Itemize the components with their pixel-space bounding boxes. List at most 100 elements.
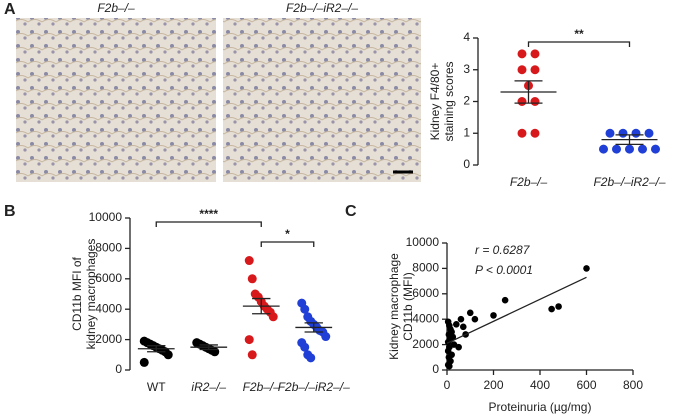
dot bbox=[530, 128, 540, 138]
x-tick-label: F2b–/– bbox=[510, 175, 548, 189]
significance-bracket bbox=[527, 41, 631, 47]
dot bbox=[306, 353, 316, 363]
y-tick-label: 4000 bbox=[412, 311, 439, 325]
y-axis-label: CD11b MFI of bbox=[70, 256, 84, 330]
y-tick-label: 4 bbox=[463, 30, 470, 44]
point bbox=[459, 323, 467, 331]
dot bbox=[247, 274, 257, 284]
dot bbox=[244, 256, 254, 266]
significance-label: ** bbox=[574, 27, 584, 41]
dot bbox=[618, 128, 628, 138]
dot bbox=[599, 144, 608, 154]
point bbox=[446, 362, 453, 370]
y-tick-label: 2000 bbox=[95, 332, 122, 346]
point bbox=[548, 305, 555, 313]
x-tick-label: 200 bbox=[483, 378, 503, 392]
significance-bracket bbox=[260, 241, 315, 247]
y-tick-label: 10000 bbox=[406, 235, 440, 249]
dot bbox=[247, 350, 257, 360]
point bbox=[490, 312, 497, 319]
sem-bar bbox=[304, 322, 323, 333]
y-tick-label: 4000 bbox=[95, 301, 122, 315]
point bbox=[453, 320, 460, 328]
significance-label: * bbox=[285, 227, 290, 241]
point bbox=[457, 315, 465, 323]
dot bbox=[300, 342, 310, 352]
micrograph bbox=[223, 18, 421, 182]
dot bbox=[651, 144, 660, 154]
dot bbox=[530, 65, 540, 75]
annotation: r = 0.6287 bbox=[475, 243, 531, 257]
annotation: P < 0.0001 bbox=[475, 263, 533, 277]
sem-bar bbox=[514, 80, 543, 104]
y-tick-label: 10000 bbox=[89, 210, 123, 224]
dot bbox=[605, 128, 615, 138]
dot bbox=[638, 144, 647, 154]
x-tick-label: F2b–/– bbox=[243, 380, 281, 394]
y-tick-label: 8000 bbox=[95, 241, 122, 255]
y-tick-label: 3 bbox=[463, 62, 470, 76]
panel-label: C bbox=[345, 203, 357, 220]
significance-bracket bbox=[155, 221, 262, 227]
dot bbox=[517, 65, 527, 75]
point bbox=[455, 343, 462, 351]
dot bbox=[612, 144, 621, 154]
x-tick-label: WT bbox=[147, 380, 166, 394]
y-axis-label: staining scores bbox=[442, 61, 456, 141]
caption-bg bbox=[16, 0, 216, 18]
x-tick-label: 400 bbox=[530, 378, 550, 392]
point bbox=[444, 338, 452, 346]
sem-bar bbox=[252, 297, 271, 315]
dot bbox=[163, 350, 173, 360]
dot bbox=[644, 128, 654, 138]
sem-bar bbox=[615, 134, 644, 146]
significance-label: **** bbox=[199, 207, 218, 221]
y-tick-label: 8000 bbox=[412, 261, 439, 275]
y-tick-label: 0 bbox=[115, 362, 122, 376]
y-tick-label: 1 bbox=[463, 125, 470, 139]
dot bbox=[517, 49, 527, 59]
panel-label: A bbox=[4, 1, 16, 18]
x-tick-label: F2b–/–iR2–/– bbox=[278, 380, 350, 394]
point bbox=[501, 296, 509, 304]
y-axis-label: Kidney F4/80+ bbox=[428, 63, 442, 141]
point bbox=[555, 303, 562, 310]
trendline bbox=[446, 276, 587, 344]
dot bbox=[530, 49, 540, 59]
dot bbox=[517, 97, 527, 106]
dot bbox=[210, 347, 220, 357]
x-tick-label: 600 bbox=[576, 378, 596, 392]
dot bbox=[268, 312, 278, 322]
point bbox=[471, 315, 479, 323]
y-tick-label: 6000 bbox=[95, 271, 122, 285]
y-tick-label: 0 bbox=[432, 362, 439, 376]
point bbox=[466, 309, 474, 317]
y-tick-label: 6000 bbox=[412, 286, 439, 300]
sem-bar bbox=[199, 344, 218, 351]
image-label: F2b–/–iR2–/– bbox=[286, 1, 358, 15]
point bbox=[583, 265, 590, 272]
x-axis-label: Proteinuria (µg/mg) bbox=[489, 400, 592, 414]
dot bbox=[139, 357, 149, 367]
dot bbox=[530, 97, 540, 106]
x-tick-label: 0 bbox=[444, 378, 451, 392]
y-tick-label: 2000 bbox=[412, 337, 439, 351]
x-tick-label: F2b–/–iR2–/– bbox=[593, 175, 665, 189]
dot bbox=[244, 335, 254, 345]
y-axis-label: Kidney macrophage bbox=[387, 253, 401, 360]
x-tick-label: 800 bbox=[623, 378, 643, 392]
dot bbox=[625, 144, 634, 154]
dot bbox=[631, 128, 641, 138]
x-tick-label: iR2–/– bbox=[191, 380, 226, 394]
sem-bar bbox=[147, 345, 166, 353]
y-tick-label: 2 bbox=[463, 94, 470, 108]
dot bbox=[321, 332, 331, 342]
micrograph bbox=[16, 18, 216, 182]
image-label: F2b–/– bbox=[97, 1, 135, 15]
y-tick-label: 0 bbox=[463, 157, 470, 171]
panel-label: B bbox=[4, 203, 16, 220]
y-axis-label: CD11b (MFI) bbox=[401, 272, 415, 340]
dot bbox=[517, 128, 527, 138]
y-axis-label: kidney macrophages bbox=[84, 239, 98, 350]
